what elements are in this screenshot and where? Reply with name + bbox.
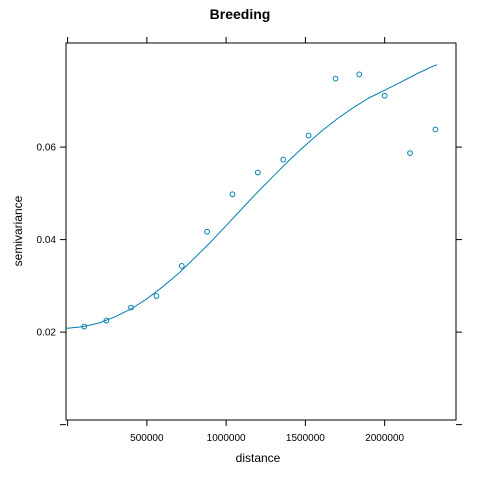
data-point [204, 228, 210, 235]
data-point [229, 191, 236, 198]
y-axis-label: semivariance [11, 195, 25, 266]
fitted-curve [65, 64, 438, 329]
data-point [381, 92, 388, 99]
axis-ticks [60, 37, 462, 426]
x-tick-label: 1500000 [286, 433, 325, 444]
y-tick-label: 0.04 [37, 235, 57, 246]
y-tick-label: 0.02 [37, 328, 57, 339]
data-point [153, 293, 160, 299]
chart-title: Breeding [210, 6, 271, 22]
data-point [432, 126, 439, 133]
x-axis-label: distance [236, 451, 281, 465]
x-tick-label: 1000000 [207, 433, 246, 444]
data-point [356, 71, 363, 78]
data-point [280, 156, 287, 163]
x-tick-label: 2000000 [365, 433, 404, 444]
data-point [332, 75, 339, 82]
tick-labels: 500000 1000000 1500000 2000000 0.02 0.04 0.06 [37, 143, 405, 444]
data-point [254, 169, 261, 176]
plot-frame [65, 42, 457, 421]
plot-marks [65, 64, 439, 330]
data-point [305, 132, 312, 139]
x-tick-label: 500000 [130, 433, 164, 444]
y-tick-label: 0.06 [37, 143, 57, 154]
data-point [407, 150, 413, 156]
data-point [178, 263, 185, 269]
